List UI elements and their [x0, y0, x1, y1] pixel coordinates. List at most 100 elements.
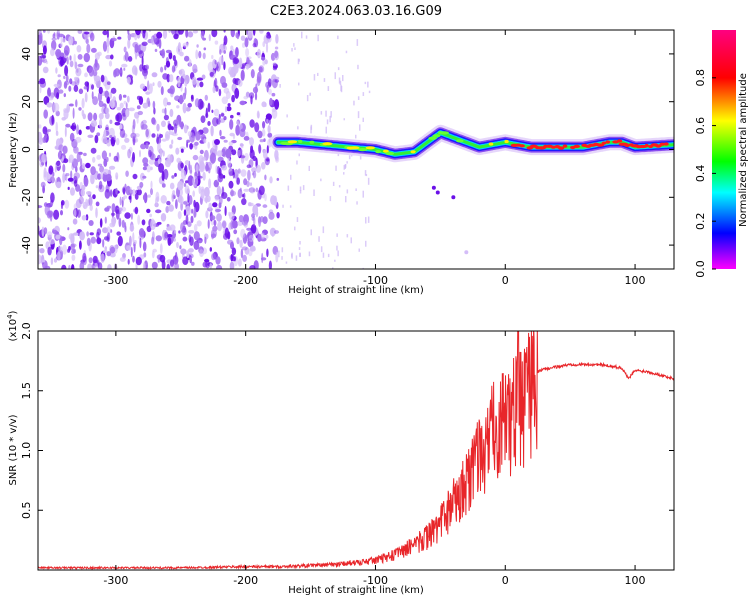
noise-blob	[203, 138, 207, 144]
noise-blob	[247, 169, 251, 181]
noise-blob	[214, 77, 218, 88]
noise-blob	[183, 124, 188, 134]
ridge-core	[322, 142, 333, 146]
noise-blob	[184, 185, 190, 195]
noise-blob	[216, 118, 221, 125]
ridge-core	[439, 131, 449, 135]
noise-blob	[123, 67, 126, 71]
spectrogram-y-ticks: -40 -20 0 20 40	[20, 47, 674, 254]
faint-streak	[320, 178, 322, 182]
noise-blob	[121, 219, 125, 228]
noise-blob	[95, 207, 98, 219]
noise-blob	[267, 132, 273, 138]
noise-blob	[236, 33, 240, 40]
noise-blob	[269, 176, 273, 184]
faint-streak	[308, 165, 310, 171]
noise-blob	[104, 112, 110, 120]
noise-blob	[223, 35, 228, 46]
noise-blob	[141, 219, 146, 226]
noise-blob	[117, 36, 122, 40]
noise-blob	[271, 229, 275, 238]
noise-blob	[66, 103, 70, 113]
noise-blob	[99, 218, 103, 228]
noise-blob	[199, 249, 204, 258]
noise-blob	[236, 177, 240, 185]
noise-blob	[166, 263, 171, 269]
noise-blob	[96, 237, 102, 245]
noise-blob	[87, 263, 93, 269]
noise-blob	[100, 74, 105, 83]
noise-blob	[274, 99, 280, 110]
faint-streak	[296, 160, 298, 165]
noise-blob	[164, 64, 167, 71]
noise-blob	[214, 196, 219, 201]
noise-blob	[38, 137, 43, 145]
noise-blob	[182, 73, 186, 79]
noise-blob	[39, 32, 43, 41]
noise-blob	[55, 121, 58, 133]
noise-blob	[39, 248, 45, 254]
noise-blob	[76, 151, 81, 163]
noise-blob	[47, 30, 51, 34]
faint-streak	[306, 95, 309, 102]
noise-blob	[87, 112, 93, 122]
noise-blob	[117, 69, 123, 74]
faint-streak	[343, 165, 345, 170]
noise-blob	[241, 198, 247, 206]
noise-blob	[102, 41, 108, 52]
noise-blob	[240, 142, 244, 147]
noise-blob	[110, 138, 116, 147]
noise-blob	[243, 188, 250, 192]
noise-blob	[249, 202, 254, 207]
noise-blob	[41, 153, 48, 163]
noise-blob	[132, 152, 135, 163]
noise-blob	[68, 35, 74, 46]
noise-blob	[190, 96, 194, 102]
noise-blob	[77, 63, 84, 68]
noise-blob	[237, 258, 242, 267]
noise-blob	[187, 102, 192, 108]
noise-blob	[147, 80, 150, 91]
noise-blob	[106, 157, 109, 162]
noise-blob	[69, 132, 75, 142]
noise-blob	[152, 119, 157, 126]
noise-blob	[102, 249, 108, 254]
noise-blob	[171, 30, 175, 36]
noise-blob	[246, 180, 250, 187]
noise-blob	[152, 100, 156, 109]
noise-blob	[96, 228, 102, 236]
noise-blob	[84, 31, 90, 35]
noise-blob	[161, 120, 166, 128]
noise-blob	[272, 66, 277, 71]
noise-blob	[198, 185, 201, 194]
noise-blob	[199, 149, 204, 155]
noise-blob	[57, 251, 61, 261]
noise-blob	[212, 117, 219, 127]
colorbar-tick-label: 0.0	[694, 260, 707, 278]
noise-blob	[266, 158, 270, 162]
noise-blob	[165, 60, 171, 68]
faint-streak	[289, 205, 292, 208]
noise-blob	[89, 232, 94, 236]
noise-blob	[175, 147, 180, 155]
noise-blob	[115, 187, 118, 195]
spectrogram-x-label: Height of straight line (km)	[288, 285, 424, 296]
noise-blob	[213, 219, 217, 227]
noise-blob	[198, 50, 202, 59]
noise-blob	[143, 162, 149, 167]
x-tick-label: -200	[233, 274, 258, 287]
noise-blob	[216, 213, 222, 222]
noise-blob	[218, 56, 224, 66]
x-tick-label: -100	[363, 274, 388, 287]
noise-blob	[106, 139, 112, 147]
noise-blob	[139, 237, 142, 249]
faint-streak	[297, 126, 299, 130]
noise-blob	[142, 30, 146, 34]
noise-blob	[271, 108, 278, 119]
noise-blob	[51, 40, 57, 51]
noise-blob	[177, 136, 183, 141]
noise-blob	[97, 163, 103, 167]
noise-blob	[167, 123, 172, 131]
noise-blob	[250, 62, 254, 67]
